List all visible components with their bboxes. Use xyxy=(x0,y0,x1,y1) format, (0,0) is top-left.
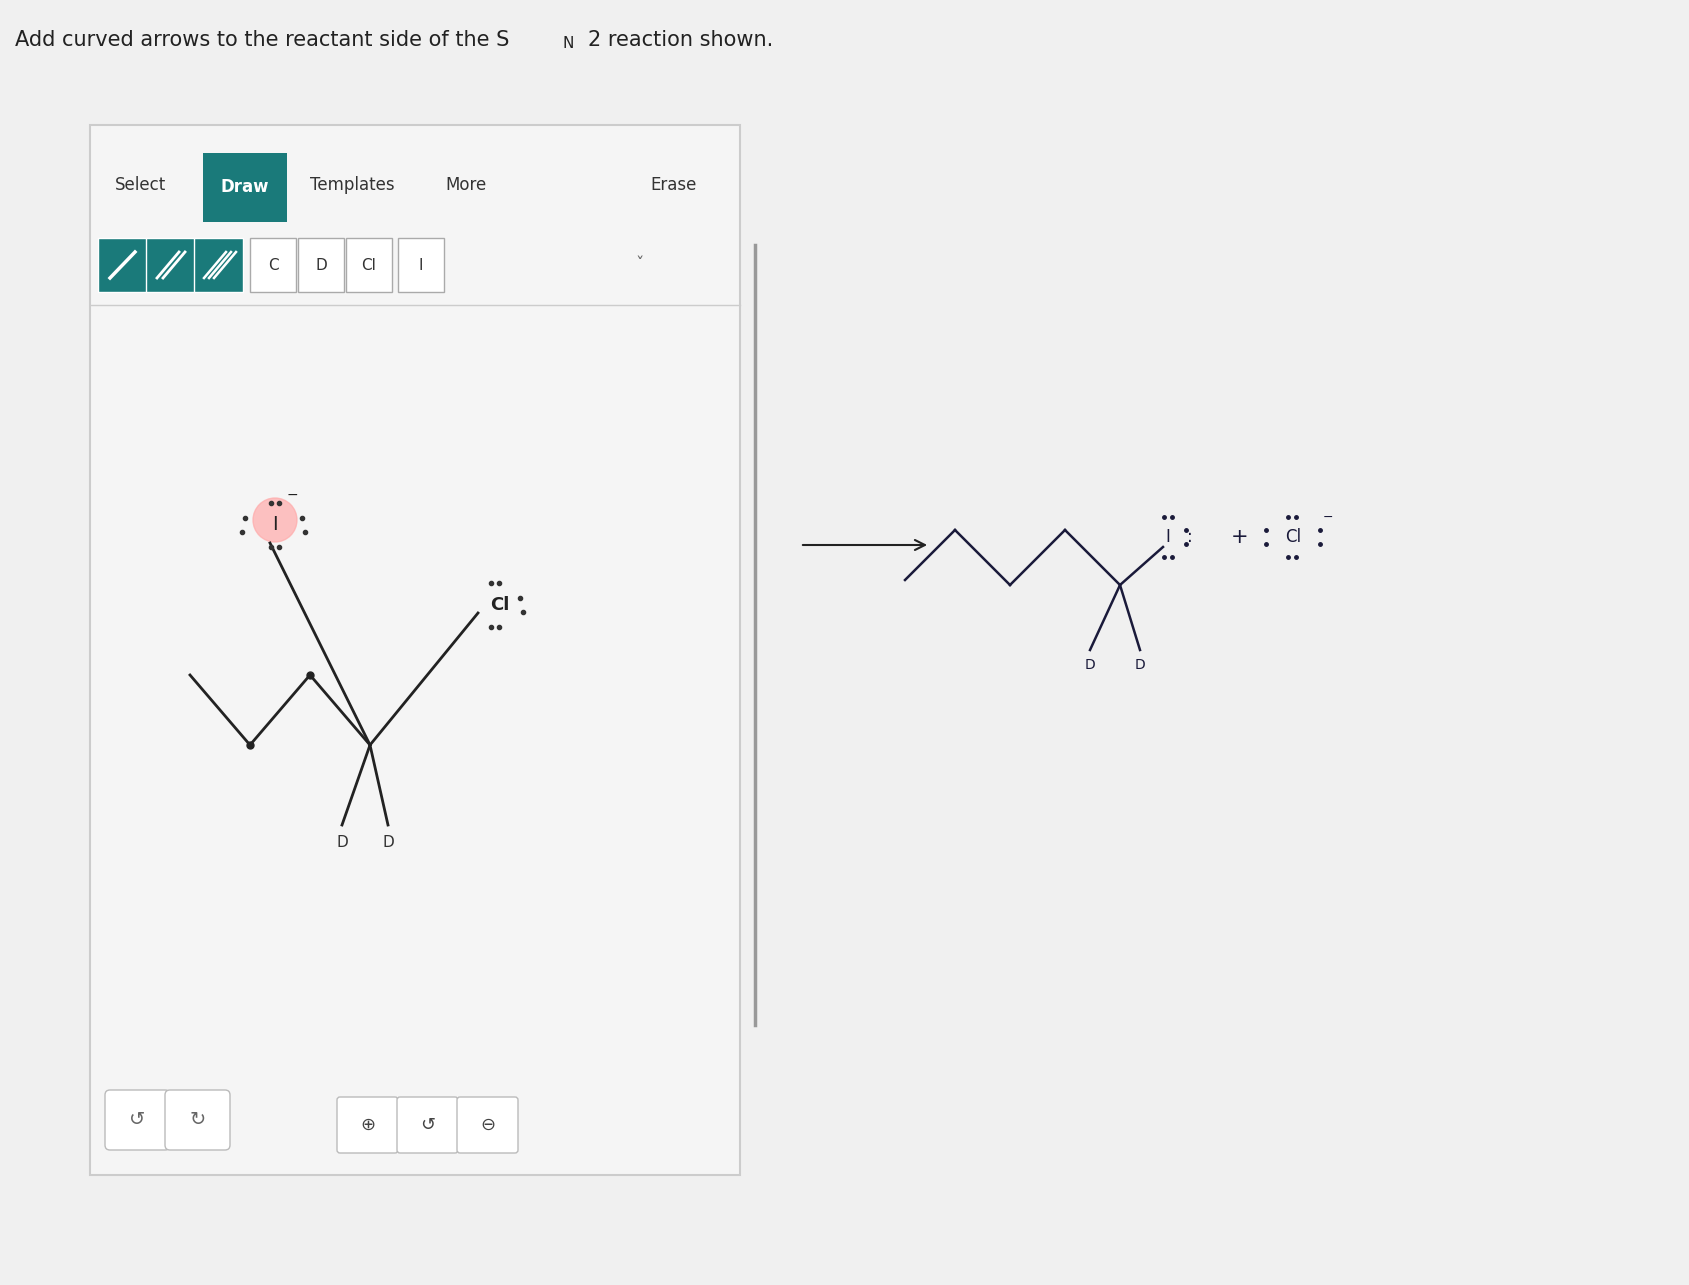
Text: 2 reaction shown.: 2 reaction shown. xyxy=(588,30,774,50)
Text: ⊖: ⊖ xyxy=(480,1115,495,1133)
FancyBboxPatch shape xyxy=(399,238,444,292)
FancyBboxPatch shape xyxy=(98,238,147,292)
Circle shape xyxy=(253,499,297,542)
Text: More: More xyxy=(444,176,486,194)
Text: −: − xyxy=(1322,510,1333,523)
Text: :: : xyxy=(1186,528,1192,546)
Text: I: I xyxy=(272,515,277,535)
Text: −: − xyxy=(285,488,297,502)
Text: Add curved arrows to the reactant side of the S: Add curved arrows to the reactant side o… xyxy=(15,30,508,50)
FancyBboxPatch shape xyxy=(105,1090,171,1150)
Text: Select: Select xyxy=(115,176,166,194)
FancyBboxPatch shape xyxy=(456,1097,519,1153)
Text: Cl: Cl xyxy=(1284,528,1301,546)
FancyBboxPatch shape xyxy=(336,1097,399,1153)
Text: ↻: ↻ xyxy=(189,1110,206,1130)
Text: D: D xyxy=(1133,658,1145,672)
Text: D: D xyxy=(382,835,394,849)
Text: ↺: ↺ xyxy=(130,1110,145,1130)
Text: C: C xyxy=(267,257,279,272)
Text: N: N xyxy=(562,36,573,50)
FancyBboxPatch shape xyxy=(346,238,392,292)
Text: Draw: Draw xyxy=(221,179,269,197)
FancyBboxPatch shape xyxy=(166,1090,230,1150)
Text: D: D xyxy=(1084,658,1094,672)
FancyBboxPatch shape xyxy=(203,153,287,222)
Text: Templates: Templates xyxy=(309,176,395,194)
Text: D: D xyxy=(314,257,326,272)
FancyBboxPatch shape xyxy=(397,1097,458,1153)
FancyBboxPatch shape xyxy=(250,238,296,292)
Text: Cl: Cl xyxy=(490,596,508,614)
Text: I: I xyxy=(419,257,422,272)
FancyBboxPatch shape xyxy=(194,238,243,292)
Text: Erase: Erase xyxy=(650,176,696,194)
Text: ↺: ↺ xyxy=(419,1115,434,1133)
FancyBboxPatch shape xyxy=(90,125,740,1174)
Text: D: D xyxy=(336,835,348,849)
Text: I: I xyxy=(1165,528,1170,546)
Text: Cl: Cl xyxy=(361,257,377,272)
Text: ⊕: ⊕ xyxy=(360,1115,375,1133)
Text: ˇ: ˇ xyxy=(635,256,644,274)
Text: +: + xyxy=(1231,527,1248,547)
FancyBboxPatch shape xyxy=(145,238,194,292)
FancyBboxPatch shape xyxy=(297,238,345,292)
